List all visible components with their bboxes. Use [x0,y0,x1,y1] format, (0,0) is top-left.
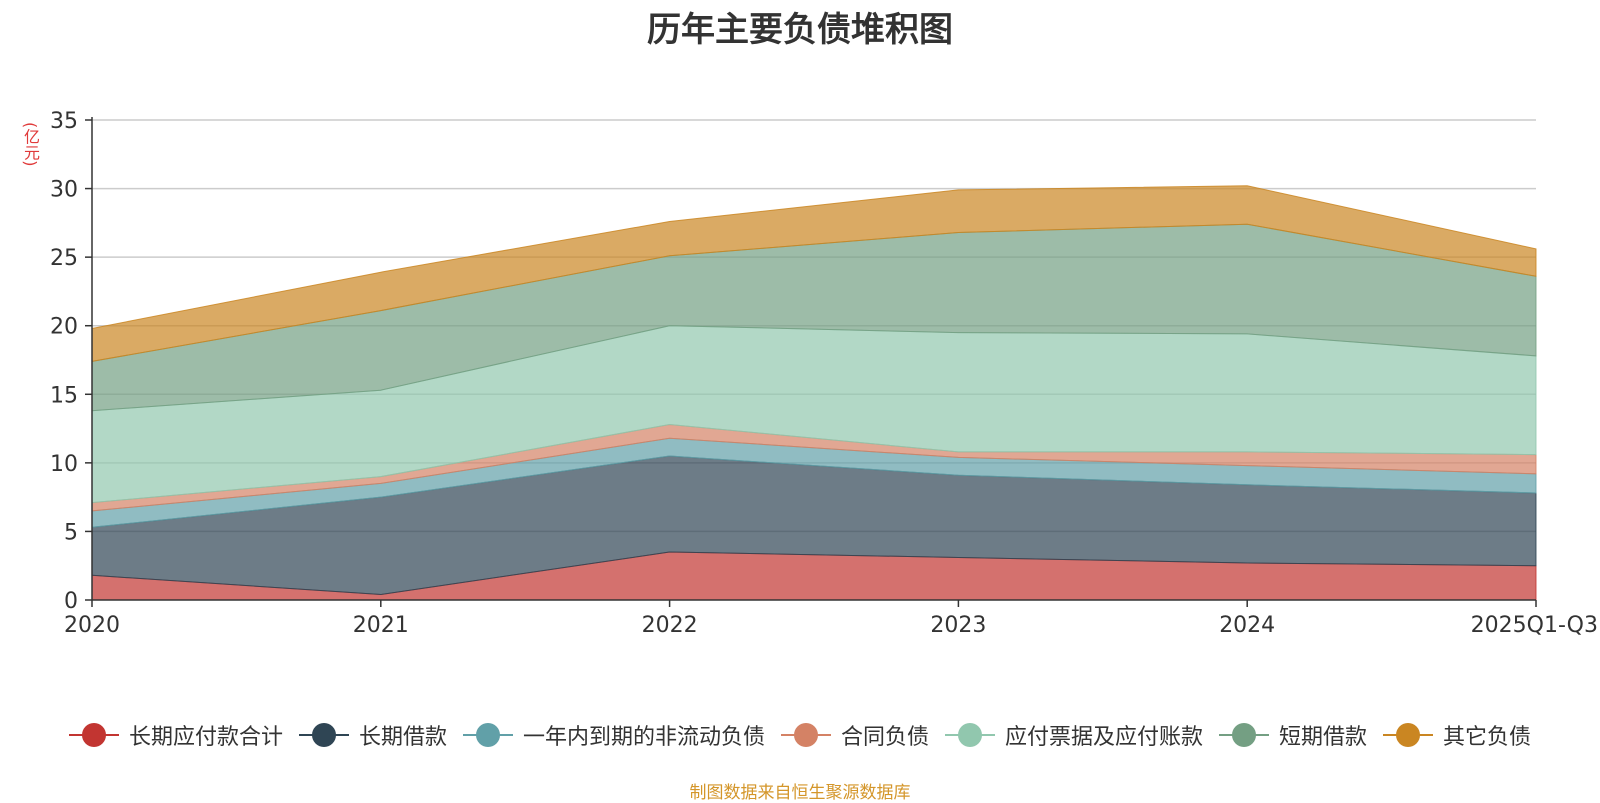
legend-marker-icon [1219,722,1270,748]
legend-marker-icon [780,722,831,748]
legend: 长期应付款合计 长期借款 一年内到期的非流动负债 合同负债 应付票据及应付账款 短期借款 其… [0,718,1600,752]
legend-label: 一年内到期的非流动负债 [522,725,765,750]
source-note: 制图数据来自恒生聚源数据库 [689,783,911,803]
legend-item[interactable]: 长期应付款合计 [68,719,283,751]
x-tick-label: 2025Q1-Q3 [1471,613,1598,638]
y-tick-label: 30 [50,178,78,203]
legend-marker-icon [462,722,513,748]
area-series-6 [91,185,1537,362]
legend-marker-icon [945,722,995,748]
x-tick-label: 2024 [1219,613,1275,638]
legend-label: 其它负债 [1443,725,1532,750]
legend-marker-icon [68,722,119,748]
legend-marker-icon [298,722,349,748]
legend-item[interactable]: 一年内到期的非流动负债 [462,719,765,751]
legend-marker-icon [1383,722,1434,748]
y-tick-label: 20 [50,315,78,340]
legend-label: 应付票据及应付账款 [1005,725,1204,750]
legend-label: 合同负债 [840,725,929,750]
x-tick-label: 2023 [930,613,986,638]
legend-item[interactable]: 合同负债 [780,719,929,751]
y-tick-label: 15 [50,383,78,408]
legend-label: 长期借款 [358,725,447,750]
legend-item[interactable]: 应付票据及应付账款 [945,719,1203,751]
x-tick-label: 2022 [642,613,698,638]
x-tick-label: 2020 [64,613,120,638]
y-tick-label: 5 [64,520,78,545]
y-tick-label: 10 [50,452,78,477]
chart-title: 历年主要负债堆积图 [647,10,953,50]
legend-item[interactable]: 短期借款 [1219,719,1367,751]
y-tick-label: 25 [50,246,78,271]
y-tick-label: 35 [50,109,78,134]
y-tick-label: 0 [64,589,78,614]
legend-label: 短期借款 [1279,725,1368,750]
y-axis-unit-label: (亿元) [21,122,40,167]
legend-item[interactable]: 其它负债 [1383,719,1531,751]
legend-label: 长期应付款合计 [128,725,283,750]
legend-item[interactable]: 长期借款 [298,719,447,751]
x-tick-label: 2021 [353,613,409,638]
